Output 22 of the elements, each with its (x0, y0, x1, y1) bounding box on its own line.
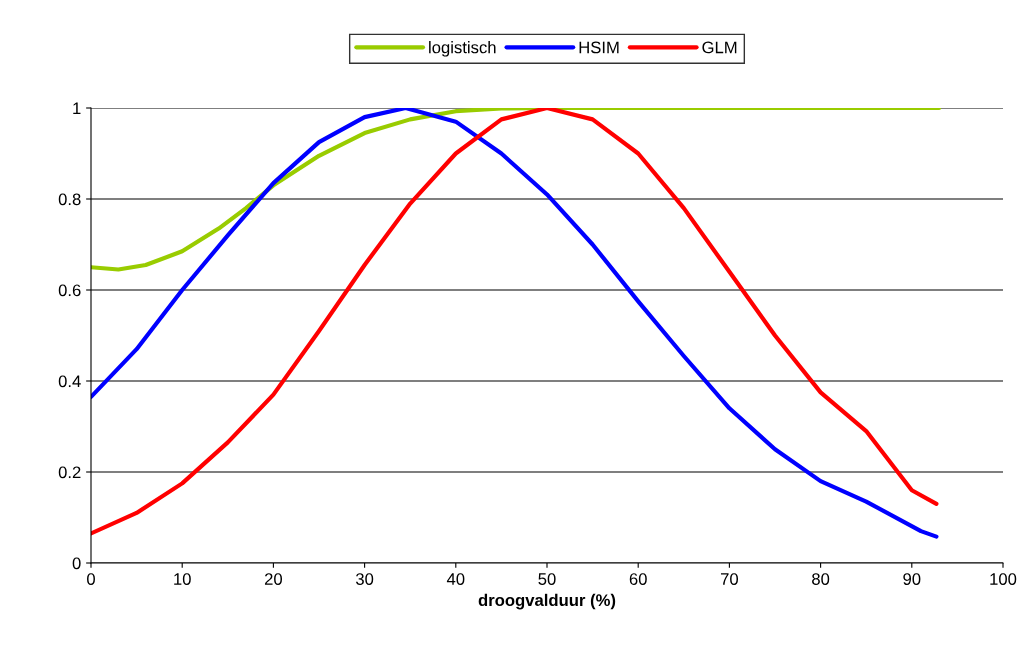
x-tick-label: 10 (174, 573, 191, 585)
y-tick-label: 0.4 (58, 375, 81, 388)
x-tick-label: 60 (629, 573, 647, 585)
x-tick-label: 100 (990, 573, 1017, 585)
x-tick-label: 20 (264, 573, 283, 585)
x-tick-label: 90 (903, 573, 921, 585)
x-tick-label: 50 (538, 573, 556, 585)
x-axis-title: droogvalduur (%) (478, 593, 616, 610)
legend-label: GLM (702, 41, 737, 54)
x-tick-label: 0 (87, 573, 95, 585)
y-tick-label: 0 (72, 557, 81, 570)
x-tick-label: 30 (355, 573, 374, 585)
y-tick-label: 0.8 (58, 193, 81, 206)
line-series (91, 108, 942, 272)
legend-label: logistisch (429, 41, 496, 57)
x-tick-label: 70 (720, 573, 739, 585)
y-tick-label: 1 (73, 102, 81, 115)
legend-label: HSIM (579, 41, 619, 54)
y-tick-label: 0.2 (58, 466, 81, 479)
y-tick-label: 0.6 (58, 284, 81, 297)
x-tick-label: 40 (446, 573, 465, 585)
x-tick-label: 80 (812, 573, 830, 585)
